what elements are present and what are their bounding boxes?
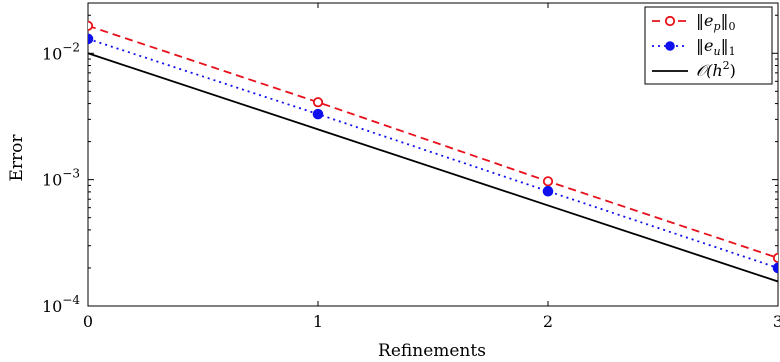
data-point: [88, 33, 94, 45]
x-tick-label: 1: [313, 312, 323, 331]
x-tick-label: 3: [773, 312, 780, 331]
series-line: [88, 52, 778, 283]
data-point: [88, 20, 94, 31]
x-tick-label: 0: [83, 312, 93, 331]
data-point: [772, 252, 778, 264]
data-point: [542, 176, 554, 187]
legend-label: ‖ep‖0: [696, 11, 736, 33]
legend: ‖ep‖0 ‖eu‖1𝒪(h2): [644, 6, 773, 85]
x-tick-label: 2: [543, 312, 553, 331]
plot-frame: [87, 2, 779, 307]
legend-label: ‖eu‖1: [696, 36, 736, 58]
plot-layer: 0 1 2 310−210−310−4‖ep‖0‖eu‖1𝒪(h2): [42, 2, 780, 331]
series-line: [88, 38, 778, 269]
legend-marker: [664, 15, 676, 27]
y-tick-label: 10−4: [42, 293, 80, 316]
y-tick-base: 10: [42, 171, 62, 190]
data-point: [312, 97, 324, 108]
series-1: [88, 33, 778, 274]
y-tick-base: 10: [42, 44, 62, 63]
series-0: [88, 20, 778, 264]
y-tick-label: 10−2: [42, 40, 80, 63]
y-tick-exponent: −4: [62, 293, 80, 307]
data-point: [772, 262, 778, 274]
y-tick-base: 10: [42, 297, 62, 316]
x-axis-label: Refinements: [378, 341, 486, 361]
data-point: [312, 108, 324, 120]
y-tick-exponent: −3: [62, 167, 80, 181]
legend-entry: ‖ep‖0: [652, 11, 736, 33]
y-tick-label: 10−3: [42, 167, 80, 190]
legend-entry: 𝒪(h2): [652, 59, 736, 80]
legend-marker: [665, 41, 675, 51]
legend-entry: ‖eu‖1: [652, 36, 736, 58]
y-tick-exponent: −2: [62, 40, 80, 54]
data-point: [542, 185, 554, 197]
series-line: [88, 24, 778, 259]
series-2: [88, 52, 778, 283]
y-axis-label: Error: [7, 134, 27, 182]
legend-label: 𝒪(h2): [696, 59, 736, 80]
